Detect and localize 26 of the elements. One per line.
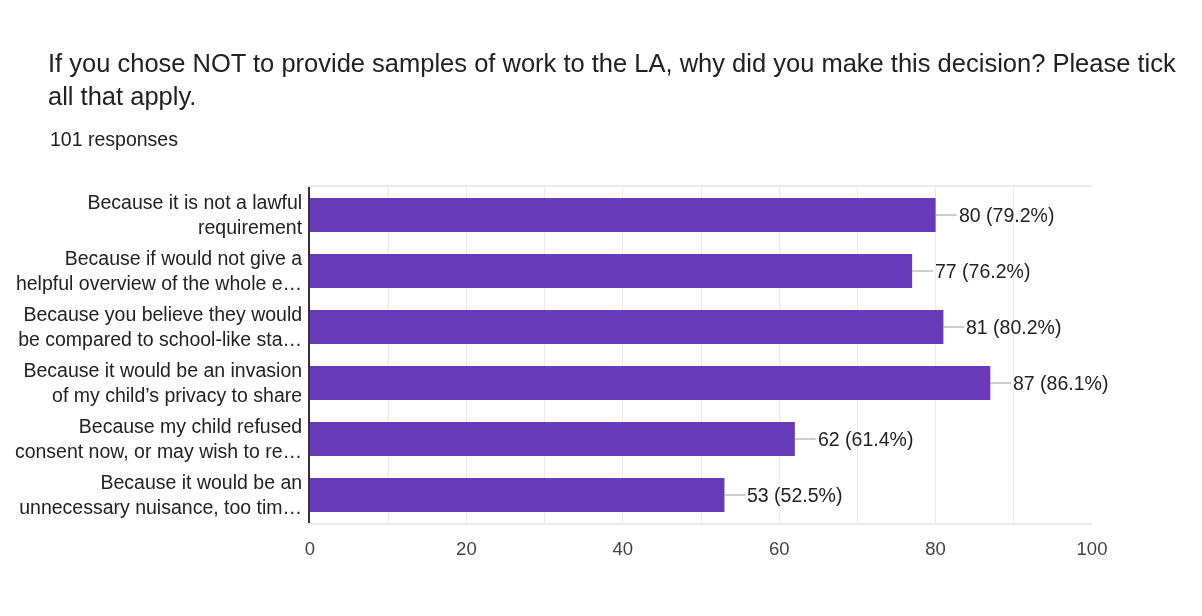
x-tick-label: 60 <box>768 538 790 560</box>
data-label: 53 (52.5%) <box>747 484 843 506</box>
data-label: 87 (86.1%) <box>1013 372 1109 394</box>
x-tick-label: 80 <box>925 538 946 560</box>
x-tick-label: 100 <box>1076 538 1108 560</box>
y-tick-label: Because it would be an unnecessary nuisance, too tim… <box>19 471 303 519</box>
data-label: 80 (79.2%) <box>959 204 1055 226</box>
data-label: 77 (76.2%) <box>935 260 1031 282</box>
data-label: 62 (61.4%) <box>818 428 914 450</box>
bar <box>310 365 991 401</box>
x-tick-label: 20 <box>456 538 477 560</box>
chart-title: If you chose NOT to provide samples of work to the LA, why did you make this decision? Please tick all that apply. <box>48 49 1176 111</box>
y-tick-label: Because my child refused consent now, or may wish to re… <box>14 415 303 463</box>
bar <box>310 421 795 457</box>
y-tick-label: Because it would be an invasion of my child’s privacy to share <box>23 359 303 407</box>
bar <box>310 253 913 289</box>
y-tick-label: Because you believe they would be compared to school-like sta… <box>18 303 303 351</box>
y-tick-label: Because it is not a lawful requirement <box>87 191 303 239</box>
data-label: 81 (80.2%) <box>966 316 1062 338</box>
x-tick-label: 40 <box>612 538 634 560</box>
bar <box>310 309 944 345</box>
text: 101 responses <box>50 128 179 150</box>
y-tick-label: Because if would not give a helpful overview of the whole e… <box>15 247 303 295</box>
bar <box>310 197 936 233</box>
x-tick-label: 0 <box>304 538 316 560</box>
bar <box>310 477 725 513</box>
